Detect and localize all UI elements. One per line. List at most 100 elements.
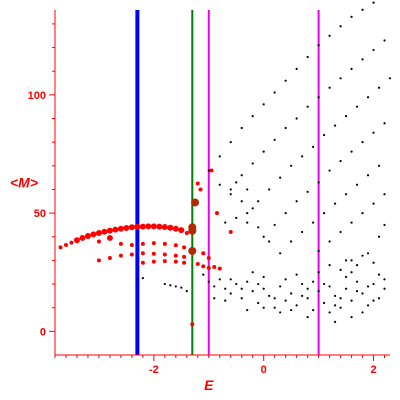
series-2-point-153: [290, 308, 293, 312]
series-2-point-65: [355, 183, 359, 186]
series-2-point-45: [388, 77, 392, 80]
y-tick-label-1: 50: [34, 208, 46, 220]
series-2-point-107: [251, 290, 254, 293]
series-0-point-40: [173, 253, 178, 258]
series-2-point-35: [279, 176, 282, 179]
series-2-point-114: [290, 292, 293, 295]
y-axis-label: <M>: [10, 174, 38, 190]
series-2-point-89: [377, 235, 381, 238]
series-2-point-81: [224, 221, 227, 224]
series-2-point-17: [229, 188, 232, 191]
series-2-point-40: [333, 124, 337, 127]
series-0-point-23: [184, 230, 189, 235]
series-0-point-21: [172, 225, 179, 232]
series-2-point-117: [306, 297, 309, 300]
series-2-point-115: [295, 304, 298, 307]
series-2-point-126: [355, 280, 359, 283]
vertical-reference-lines: [135, 10, 320, 355]
series-2-point-150: [339, 297, 342, 300]
series-0-point-27: [129, 243, 134, 248]
series-0-point-57: [215, 211, 220, 216]
series-1-point-2: [191, 198, 200, 207]
series-2-point-43: [366, 96, 370, 99]
series-0-point-34: [107, 256, 112, 261]
series-2-point-92: [141, 277, 144, 280]
series-2-point-90: [383, 223, 386, 227]
series-0-point-56: [209, 168, 214, 173]
series-0-point-18: [156, 223, 163, 230]
series-0-point-14: [134, 223, 141, 230]
series-2-point-95: [174, 285, 177, 288]
series-2-point-84: [257, 226, 260, 229]
series-2-point-98: [202, 273, 205, 276]
series-2-point-123: [339, 306, 342, 309]
series-2-point-99: [207, 280, 210, 283]
series-2-point-137: [295, 273, 298, 276]
series-2-point-31: [383, 39, 386, 42]
series-2-point-125: [350, 299, 353, 302]
series-2-point-2: [229, 141, 232, 144]
series-2-point-121: [328, 285, 331, 288]
series-0-point-47: [195, 261, 200, 266]
series-2-point-162: [328, 264, 331, 267]
series-2-point-112: [279, 285, 282, 288]
series-2-point-158: [301, 294, 304, 297]
series-2-point-55: [361, 141, 364, 144]
series-2-point-25: [317, 96, 320, 99]
series-2-point-0: [207, 169, 210, 172]
series-2-point-85: [268, 240, 271, 243]
series-2-point-143: [251, 271, 254, 274]
series-0-point-7: [95, 229, 102, 236]
series-0-point-53: [201, 251, 206, 256]
series-2-point-160: [366, 285, 370, 288]
series-2-point-61: [312, 221, 315, 224]
series-0-point-17: [150, 223, 157, 230]
ticks: 0 50 100 -2 0 2: [28, 23, 386, 376]
series-2-point-76: [229, 193, 232, 196]
series-0-point-1: [63, 243, 68, 248]
series-2-point-1: [218, 155, 221, 158]
series-2-point-118: [312, 308, 315, 312]
series-0-point-29: [151, 241, 156, 246]
series-0-point-10: [112, 226, 119, 233]
series-2-point-70: [339, 230, 342, 234]
series-2-point-105: [240, 297, 243, 300]
data-points: [58, 1, 392, 327]
series-0-point-5: [84, 233, 91, 240]
series-2-point-59: [290, 240, 293, 243]
series-2-point-131: [383, 287, 386, 290]
series-2-point-74: [383, 193, 386, 196]
series-2-point-63: [333, 202, 337, 205]
series-0-point-44: [162, 259, 167, 264]
series-2-point-50: [306, 190, 309, 193]
series-2-point-151: [372, 299, 375, 302]
series-2-point-116: [301, 282, 304, 286]
series-0-point-41: [182, 254, 187, 259]
series-2-point-101: [218, 278, 221, 281]
series-0-point-45: [173, 259, 178, 264]
series-2-point-130: [377, 297, 381, 300]
series-2-point-145: [317, 271, 320, 274]
series-2-point-24: [306, 105, 309, 108]
series-2-point-66: [366, 174, 370, 177]
series-0-point-36: [129, 252, 134, 257]
series-2-point-132: [213, 297, 216, 300]
series-0-point-20: [167, 224, 174, 231]
series-2-point-23: [295, 117, 298, 120]
series-2-point-144: [284, 278, 287, 281]
x-tick-label-0: -2: [149, 364, 159, 376]
series-2-point-159: [333, 304, 337, 307]
series-2-point-33: [257, 200, 260, 203]
series-1-point-1: [188, 246, 197, 255]
series-0-point-22: [178, 227, 185, 234]
series-2-point-109: [262, 287, 265, 290]
series-2-point-12: [339, 25, 342, 28]
series-2-point-47: [273, 223, 276, 227]
series-2-point-147: [224, 299, 227, 302]
x-axis-label: E: [204, 377, 214, 393]
series-2-point-54: [350, 150, 353, 153]
series-0-point-9: [106, 227, 113, 234]
series-2-point-8: [295, 67, 298, 70]
series-0-point-11: [117, 225, 124, 232]
